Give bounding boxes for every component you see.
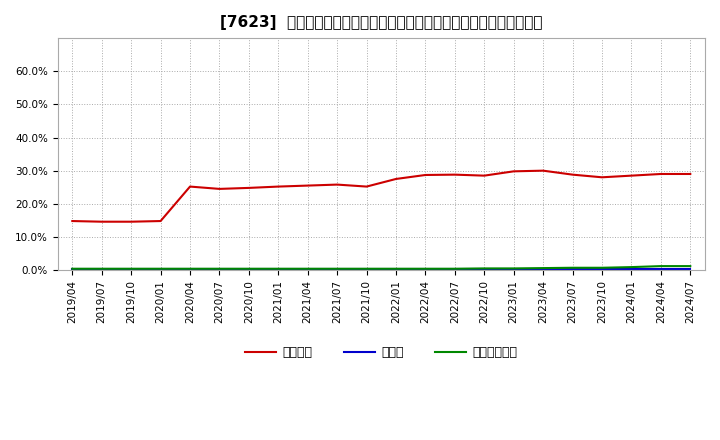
のれん <box>480 267 489 272</box>
自己資本 <box>480 173 489 178</box>
自己資本 <box>421 172 430 178</box>
自己資本 <box>627 173 636 178</box>
のれん <box>97 267 106 272</box>
繰延税金資産 <box>68 266 76 271</box>
自己資本 <box>362 184 371 189</box>
自己資本 <box>303 183 312 188</box>
自己資本 <box>392 176 400 182</box>
自己資本 <box>156 218 165 224</box>
のれん <box>421 267 430 272</box>
繰延税金資産 <box>362 266 371 271</box>
Legend: 自己資本, のれん, 繰延税金資産: 自己資本, のれん, 繰延税金資産 <box>240 341 523 364</box>
繰延税金資産 <box>303 266 312 271</box>
繰延税金資産 <box>510 266 518 271</box>
自己資本 <box>127 219 135 224</box>
繰延税金資産 <box>186 266 194 271</box>
Line: 繰延税金資産: 繰延税金資産 <box>72 266 690 269</box>
のれん <box>539 267 547 272</box>
繰延税金資産 <box>245 266 253 271</box>
自己資本 <box>215 186 224 191</box>
のれん <box>510 267 518 272</box>
のれん <box>686 267 695 272</box>
のれん <box>333 267 341 272</box>
繰延税金資産 <box>97 266 106 271</box>
自己資本 <box>274 184 283 189</box>
自己資本 <box>245 185 253 191</box>
自己資本 <box>598 175 606 180</box>
のれん <box>627 267 636 272</box>
繰延税金資産 <box>392 266 400 271</box>
のれん <box>568 267 577 272</box>
繰延税金資産 <box>156 266 165 271</box>
Title: [7623]  自己資本、のれん、繰延税金資産の総資産に対する比率の推移: [7623] 自己資本、のれん、繰延税金資産の総資産に対する比率の推移 <box>220 15 543 30</box>
自己資本 <box>333 182 341 187</box>
のれん <box>127 267 135 272</box>
自己資本 <box>451 172 459 177</box>
繰延税金資産 <box>451 266 459 271</box>
のれん <box>303 267 312 272</box>
繰延税金資産 <box>127 266 135 271</box>
繰延税金資産 <box>215 266 224 271</box>
繰延税金資産 <box>480 266 489 271</box>
繰延税金資産 <box>686 264 695 269</box>
のれん <box>274 267 283 272</box>
のれん <box>657 267 665 272</box>
のれん <box>68 267 76 272</box>
のれん <box>392 267 400 272</box>
自己資本 <box>686 171 695 176</box>
繰延税金資産 <box>421 266 430 271</box>
繰延税金資産 <box>333 266 341 271</box>
のれん <box>451 267 459 272</box>
繰延税金資産 <box>657 264 665 269</box>
自己資本 <box>539 168 547 173</box>
のれん <box>362 267 371 272</box>
のれん <box>598 267 606 272</box>
自己資本 <box>186 184 194 189</box>
自己資本 <box>568 172 577 177</box>
繰延税金資産 <box>539 265 547 271</box>
自己資本 <box>657 171 665 176</box>
自己資本 <box>68 218 76 224</box>
Line: 自己資本: 自己資本 <box>72 171 690 222</box>
繰延税金資産 <box>627 264 636 270</box>
繰延税金資産 <box>568 265 577 271</box>
のれん <box>156 267 165 272</box>
自己資本 <box>510 169 518 174</box>
繰延税金資産 <box>274 266 283 271</box>
自己資本 <box>97 219 106 224</box>
のれん <box>245 267 253 272</box>
のれん <box>186 267 194 272</box>
繰延税金資産 <box>598 265 606 271</box>
のれん <box>215 267 224 272</box>
